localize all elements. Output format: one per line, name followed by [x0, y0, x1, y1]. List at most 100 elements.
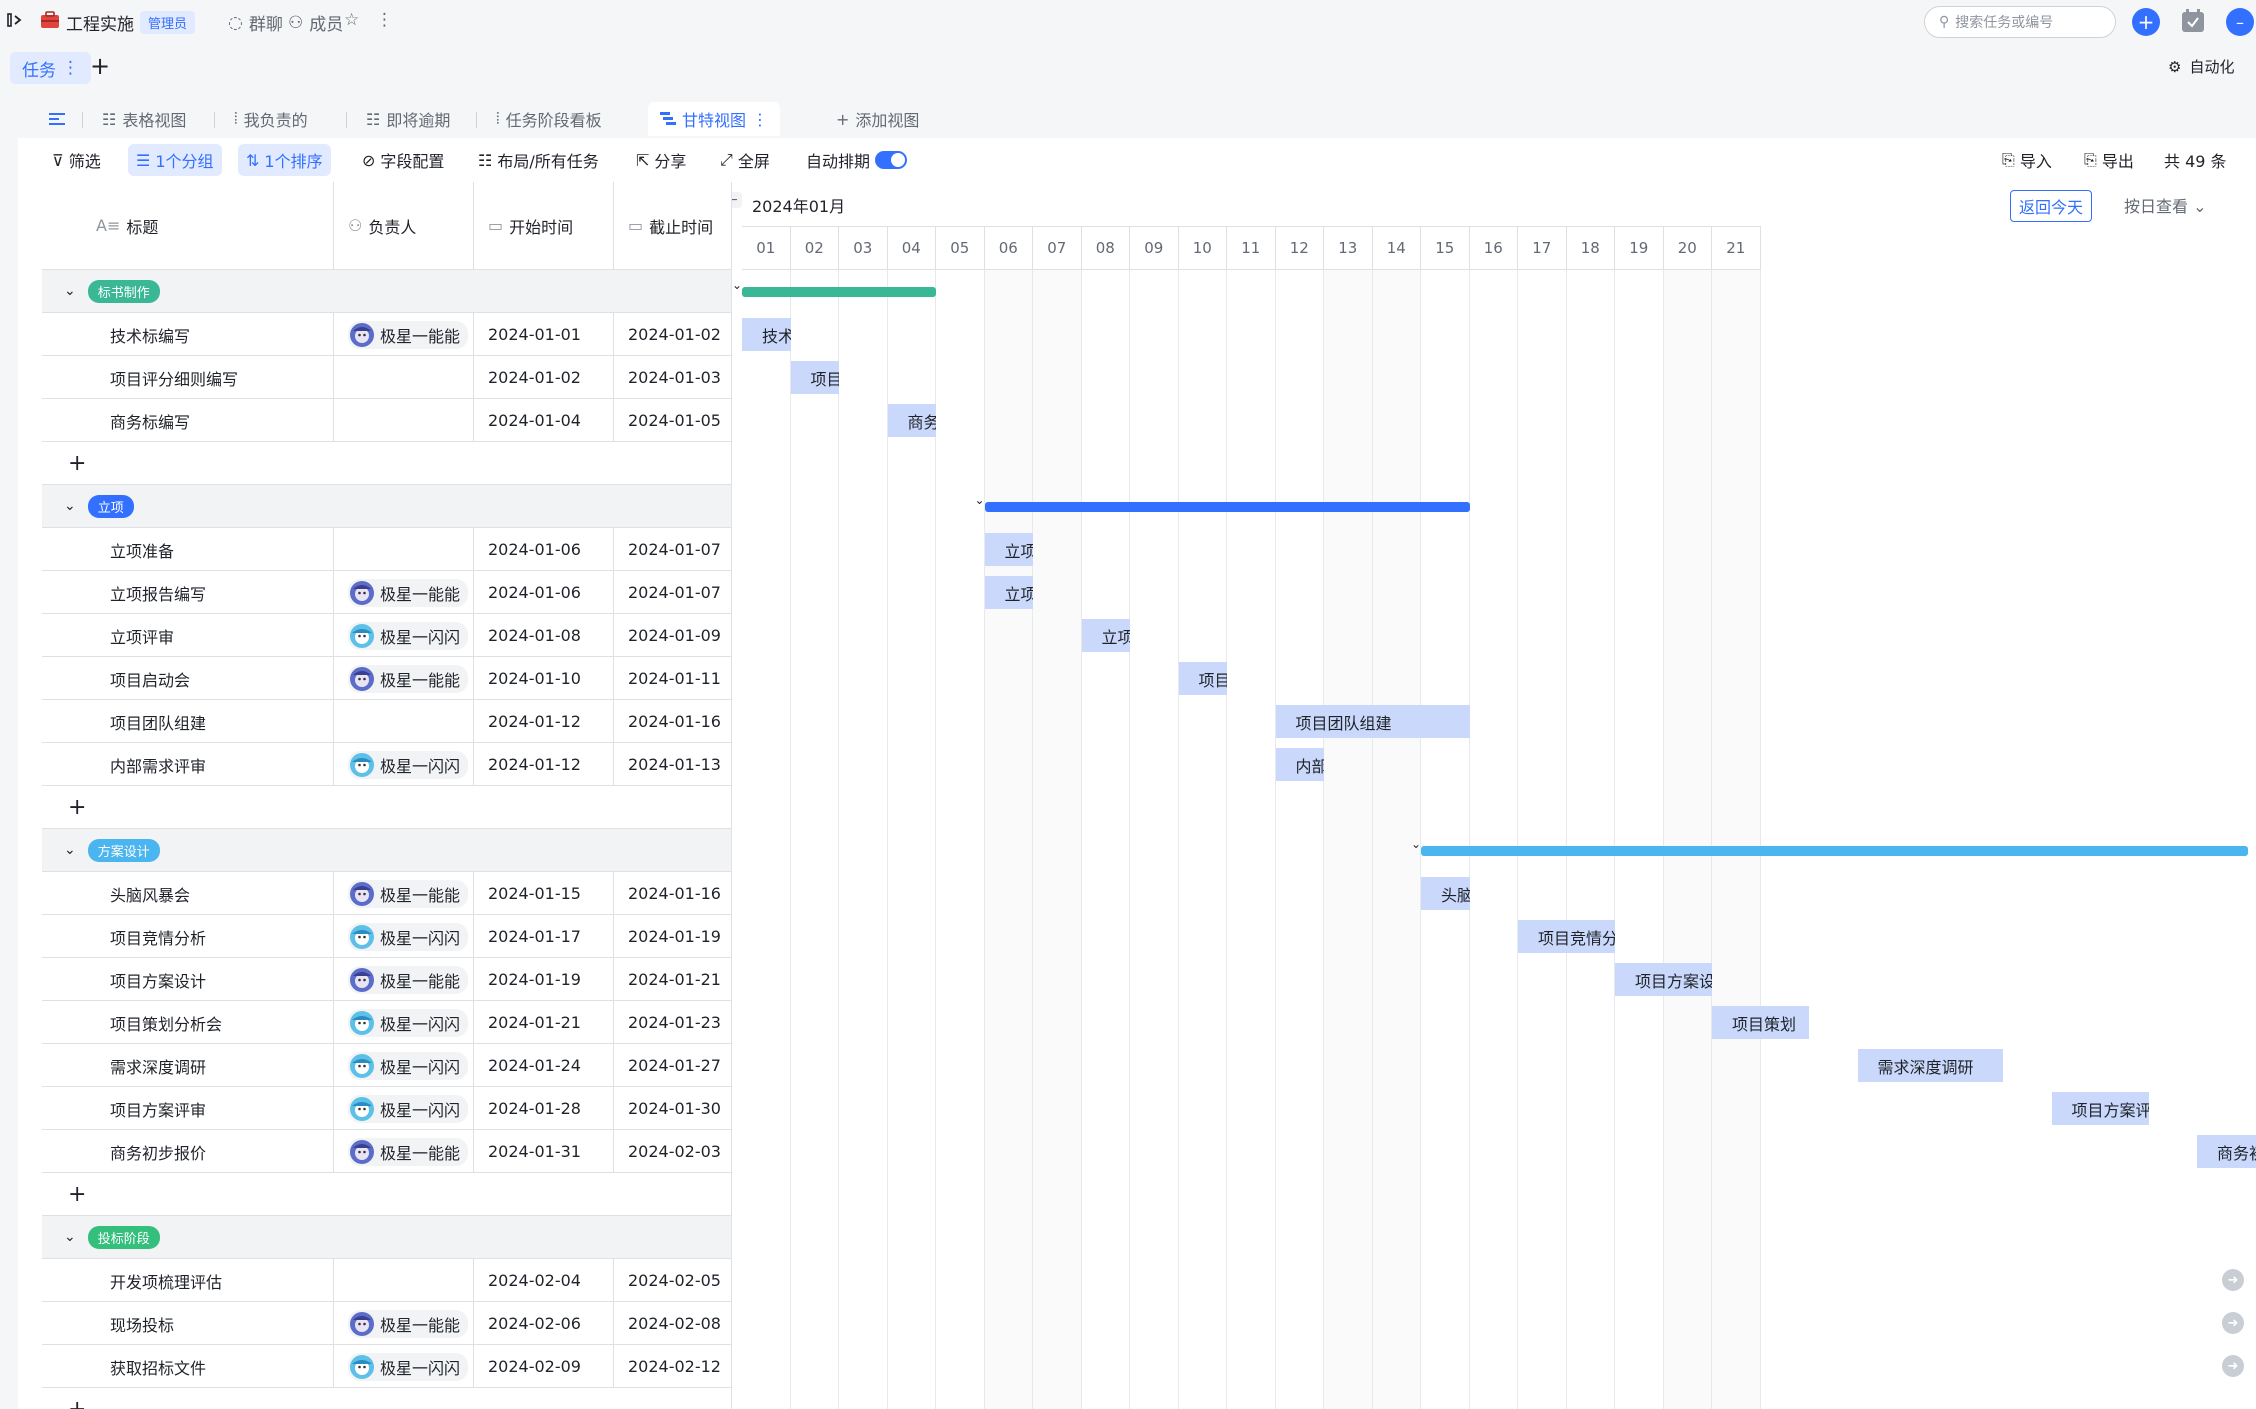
task-row[interactable]: 项目启动会 极星一能能 2024-01-10 2024-01-11 — [42, 657, 731, 700]
export-button[interactable]: ⎘ 导出 — [2076, 144, 2142, 176]
task-row[interactable]: 项目方案设计 极星一能能 2024-01-19 2024-01-21 — [42, 958, 731, 1001]
task-end-date[interactable]: 2024-01-13 — [628, 755, 721, 774]
calendar-icon[interactable] — [2180, 8, 2206, 38]
task-owner[interactable]: 极星一闪闪 — [334, 614, 474, 657]
group-button[interactable]: ☰ 1个分组 — [128, 144, 222, 176]
task-end-date[interactable]: 2024-01-05 — [628, 411, 721, 430]
task-owner[interactable] — [334, 1259, 474, 1302]
scroll-to-task-icon[interactable]: ➜ — [2222, 1355, 2244, 1377]
chevron-down-icon[interactable]: ⌄ — [64, 842, 76, 858]
task-row[interactable]: 项目评分细则编写 2024-01-02 2024-01-03 — [42, 356, 731, 399]
task-owner[interactable]: 极星一闪闪 — [334, 743, 474, 786]
task-owner[interactable]: 极星一能能 — [334, 872, 474, 915]
tab-table-view[interactable]: ☷ 表格视图 — [102, 102, 186, 136]
task-end-date[interactable]: 2024-02-12 — [628, 1357, 721, 1376]
group-header[interactable]: ⌄ 立项 — [42, 485, 731, 528]
task-owner[interactable] — [334, 399, 474, 442]
task-bar[interactable]: 项目方案评审 — [2051, 1092, 2149, 1125]
task-owner[interactable]: 极星一能能 — [334, 571, 474, 614]
fullscreen-button[interactable]: ⤢ 全屏 — [712, 144, 778, 176]
chevron-down-icon[interactable]: ⌄ — [64, 283, 76, 299]
sort-button[interactable]: ⇅ 1个排序 — [238, 144, 331, 176]
tab-menu-icon[interactable]: ⋮ — [62, 58, 79, 78]
task-start-date[interactable]: 2024-01-06 — [474, 571, 614, 614]
task-owner[interactable]: 极星一能能 — [334, 1302, 474, 1345]
group-header[interactable]: ⌄ 方案设计 — [42, 829, 731, 872]
field-config-button[interactable]: ⊘ 字段配置 — [354, 144, 452, 176]
task-start-date[interactable]: 2024-01-08 — [474, 614, 614, 657]
task-title[interactable]: 项目方案评审 — [42, 1087, 334, 1130]
task-bar[interactable]: 项目方案设计 — [1615, 963, 1712, 996]
task-start-date[interactable]: 2024-01-10 — [474, 657, 614, 700]
task-owner[interactable] — [334, 700, 474, 743]
header-start[interactable]: ▭ 开始时间 — [474, 182, 614, 270]
tab-gantt-view[interactable]: 甘特视图 ⋮ — [648, 102, 781, 136]
header-end[interactable]: ▭ 截止时间 — [614, 182, 731, 270]
task-start-date[interactable]: 2024-01-28 — [474, 1087, 614, 1130]
task-start-date[interactable]: 2024-02-09 — [474, 1345, 614, 1388]
task-end-date[interactable]: 2024-01-16 — [628, 712, 721, 731]
add-task-button[interactable]: + — [42, 442, 731, 485]
task-title[interactable]: 头脑风暴会 — [42, 872, 334, 915]
header-owner[interactable]: ⚇ 负责人 — [334, 182, 474, 270]
task-end-date[interactable]: 2024-01-02 — [628, 325, 721, 344]
task-row[interactable]: 立项准备 2024-01-06 2024-01-07 — [42, 528, 731, 571]
task-title[interactable]: 商务初步报价 — [42, 1130, 334, 1173]
star-icon[interactable]: ☆ — [344, 10, 360, 30]
task-start-date[interactable]: 2024-01-12 — [474, 743, 614, 786]
tab-my-tasks[interactable]: ⦙ 我负责的 — [234, 102, 308, 136]
group-header[interactable]: ⌄ 投标阶段 — [42, 1216, 731, 1259]
task-bar[interactable]: 项目策划 — [1712, 1006, 1809, 1039]
add-task-button[interactable]: + — [42, 1388, 731, 1409]
task-title[interactable]: 项目方案设计 — [42, 958, 334, 1001]
add-icon[interactable]: + — [2132, 8, 2160, 36]
user-avatar[interactable]: – — [2226, 8, 2254, 36]
add-view-button[interactable]: + 添加视图 — [836, 102, 919, 136]
task-row[interactable]: 技术标编写 极星一能能 2024-01-01 2024-01-02 — [42, 313, 731, 356]
task-bar[interactable]: 立项报告... — [984, 576, 1033, 609]
task-row[interactable]: 立项评审 极星一闪闪 2024-01-08 2024-01-09 — [42, 614, 731, 657]
task-row[interactable]: 开发项梳理评估 2024-02-04 2024-02-05 — [42, 1259, 731, 1302]
task-title[interactable]: 获取招标文件 — [42, 1345, 334, 1388]
scroll-to-task-icon[interactable]: ➜ — [2222, 1269, 2244, 1291]
layout-button[interactable]: ☷ 布局/所有任务 — [470, 144, 607, 176]
group-header[interactable]: ⌄ 标书制作 — [42, 270, 731, 313]
task-end-date[interactable]: 2024-01-30 — [628, 1099, 721, 1118]
task-start-date[interactable]: 2024-01-06 — [474, 528, 614, 571]
task-owner[interactable]: 极星一能能 — [334, 313, 474, 356]
task-start-date[interactable]: 2024-01-04 — [474, 399, 614, 442]
today-button[interactable]: 返回今天 — [2010, 190, 2093, 222]
task-row[interactable]: 头脑风暴会 极星一能能 2024-01-15 2024-01-16 — [42, 872, 731, 915]
tab-task[interactable]: 任务 ⋮ — [10, 52, 91, 84]
task-title[interactable]: 内部需求评审 — [42, 743, 334, 786]
import-button[interactable]: ⎘ 导入 — [1994, 144, 2060, 176]
tab-menu-icon[interactable]: ⋮ — [752, 109, 769, 129]
task-row[interactable]: 现场投标 极星一能能 2024-02-06 2024-02-08 — [42, 1302, 731, 1345]
filter-button[interactable]: ⊽ 筛选 — [44, 144, 109, 176]
task-bar[interactable]: 项目竞情分析 — [1518, 920, 1615, 953]
add-tab-icon[interactable]: + — [90, 52, 111, 80]
task-bar[interactable]: 立项评审 — [1081, 619, 1130, 652]
task-bar[interactable]: 项目团队组建 — [1275, 705, 1470, 738]
task-row[interactable]: 需求深度调研 极星一闪闪 2024-01-24 2024-01-27 — [42, 1044, 731, 1087]
task-start-date[interactable]: 2024-01-21 — [474, 1001, 614, 1044]
collapse-panel-icon[interactable]: ⇤ — [732, 192, 742, 208]
automation-button[interactable]: ⚙ 自动化 — [2168, 56, 2234, 77]
task-start-date[interactable]: 2024-01-02 — [474, 356, 614, 399]
task-title[interactable]: 需求深度调研 — [42, 1044, 334, 1087]
task-owner[interactable] — [334, 356, 474, 399]
task-row[interactable]: 项目策划分析会 极星一闪闪 2024-01-21 2024-01-23 — [42, 1001, 731, 1044]
tab-due-soon[interactable]: ☷ 即将逾期 — [366, 102, 450, 136]
project-title[interactable]: 工程实施 管理员 — [40, 10, 196, 35]
task-bar[interactable]: 头脑风暴会 — [1421, 877, 1470, 910]
task-bar[interactable]: 需求深度调研 — [1857, 1049, 2003, 1082]
task-end-date[interactable]: 2024-01-23 — [628, 1013, 721, 1032]
task-end-date[interactable]: 2024-01-07 — [628, 540, 721, 559]
task-end-date[interactable]: 2024-01-07 — [628, 583, 721, 602]
task-title[interactable]: 现场投标 — [42, 1302, 334, 1345]
task-title[interactable]: 项目团队组建 — [42, 700, 334, 743]
task-owner[interactable]: 极星一能能 — [334, 1130, 474, 1173]
task-owner[interactable]: 极星一能能 — [334, 657, 474, 700]
task-start-date[interactable]: 2024-01-24 — [474, 1044, 614, 1087]
task-owner[interactable]: 极星一闪闪 — [334, 1087, 474, 1130]
